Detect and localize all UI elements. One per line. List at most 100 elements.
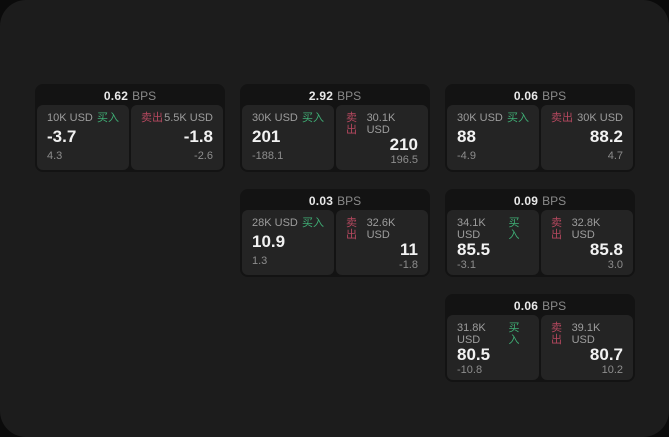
buy-amount: 30K USD (457, 112, 503, 124)
buy-tile-top: 28K USD 买入 (252, 217, 324, 229)
buy-price: 10.9 (252, 232, 286, 252)
buy-price: 88 (457, 127, 476, 147)
sell-tile-top: 卖出 32.8K USD (551, 217, 623, 241)
spread-unit: BPS (542, 193, 567, 208)
buy-tile[interactable]: 34.1K USD 买入 85.5 -3.1 (447, 210, 539, 275)
spread-value: 0.62 (103, 88, 129, 103)
buy-tile[interactable]: 28K USD 买入 10.9 1.3 (242, 210, 334, 275)
buy-tile-top: 31.8K USD 买入 (457, 322, 529, 346)
spread-value: 2.92 (308, 88, 334, 103)
sell-delta: 196.5 (390, 154, 418, 167)
sell-delta: -2.6 (194, 149, 213, 162)
buy-delta: 4.3 (47, 149, 63, 162)
buy-delta: -4.9 (457, 149, 476, 162)
sell-side-label: 卖出 (346, 112, 357, 137)
spread-value: 0.03 (308, 193, 334, 208)
buy-tile-top: 30K USD 买入 (457, 112, 529, 124)
spread-unit: BPS (337, 88, 362, 103)
buy-price: 80.5 (457, 345, 491, 365)
spread-unit: BPS (132, 88, 157, 103)
buy-tile[interactable]: 10K USD 买入 -3.7 4.3 (37, 105, 129, 170)
sell-tile[interactable]: 卖出 30K USD 88.2 4.7 (541, 105, 633, 170)
sell-price: 85.8 (589, 240, 623, 260)
buy-tile[interactable]: 30K USD 买入 88 -4.9 (447, 105, 539, 170)
sell-tile[interactable]: 卖出 5.5K USD -1.8 -2.6 (131, 105, 223, 170)
buy-side-label: 买入 (302, 112, 324, 124)
buy-side-label: 买入 (507, 112, 529, 124)
buy-price: 85.5 (457, 240, 491, 260)
buy-delta: -3.1 (457, 259, 476, 272)
buy-amount: 28K USD (252, 217, 298, 229)
quote-card: 0.09 BPS 34.1K USD 买入 85.5 -3.1 卖出 32.8K… (445, 189, 635, 277)
quote-card: 0.62 BPS 10K USD 买入 -3.7 4.3 卖出 5.5K USD (35, 84, 225, 172)
sell-tile-top: 卖出 30.1K USD (346, 112, 418, 136)
spread-header: 0.06 BPS (447, 86, 633, 105)
spread-header: 2.92 BPS (242, 86, 428, 105)
tiles-row: 34.1K USD 买入 85.5 -3.1 卖出 32.8K USD 85.8… (447, 210, 633, 275)
spread-unit: BPS (542, 298, 567, 313)
sell-delta: 4.7 (607, 149, 623, 162)
quote-card: 2.92 BPS 30K USD 买入 201 -188.1 卖出 30.1K … (240, 84, 430, 172)
spread-value: 0.09 (513, 193, 539, 208)
buy-delta: 1.3 (252, 254, 268, 267)
buy-tile[interactable]: 31.8K USD 买入 80.5 -10.8 (447, 315, 539, 380)
sell-side-label: 卖出 (346, 217, 357, 242)
spread-value: 0.06 (513, 88, 539, 103)
buy-delta: -188.1 (252, 149, 284, 162)
sell-side-label: 卖出 (551, 322, 562, 347)
buy-tile-top: 34.1K USD 买入 (457, 217, 529, 241)
sell-amount: 5.5K USD (164, 112, 213, 124)
sell-tile-top: 卖出 39.1K USD (551, 322, 623, 346)
spread-unit: BPS (337, 193, 362, 208)
quote-card: 0.03 BPS 28K USD 买入 10.9 1.3 卖出 32.6K US… (240, 189, 430, 277)
sell-tile[interactable]: 卖出 32.6K USD 11 -1.8 (336, 210, 428, 275)
sell-price: 88.2 (589, 127, 623, 147)
tiles-row: 31.8K USD 买入 80.5 -10.8 卖出 39.1K USD 80.… (447, 315, 633, 380)
sell-delta: 3.0 (607, 259, 623, 272)
sell-tile[interactable]: 卖出 30.1K USD 210 196.5 (336, 105, 428, 170)
sell-amount: 30.1K USD (366, 112, 396, 137)
buy-amount: 34.1K USD (457, 217, 486, 242)
buy-delta: -10.8 (457, 364, 483, 377)
spread-header: 0.09 BPS (447, 191, 633, 210)
buy-price: -3.7 (47, 127, 77, 147)
sell-side-label: 卖出 (551, 217, 562, 242)
sell-tile[interactable]: 卖出 32.8K USD 85.8 3.0 (541, 210, 633, 275)
buy-tile-top: 10K USD 买入 (47, 112, 119, 124)
sell-tile-top: 卖出 5.5K USD (141, 112, 213, 124)
sell-price: 210 (389, 135, 418, 155)
spread-value: 0.06 (513, 298, 539, 313)
sell-side-label: 卖出 (551, 112, 573, 124)
tiles-row: 30K USD 买入 201 -188.1 卖出 30.1K USD 210 1… (242, 105, 428, 170)
buy-side-label: 买入 (302, 217, 324, 229)
tiles-row: 28K USD 买入 10.9 1.3 卖出 32.6K USD 11 -1.8 (242, 210, 428, 275)
spread-header: 0.62 BPS (37, 86, 223, 105)
buy-tile-top: 30K USD 买入 (252, 112, 324, 124)
sell-amount: 30K USD (577, 112, 623, 124)
sell-tile-top: 卖出 32.6K USD (346, 217, 418, 241)
sell-price: -1.8 (183, 127, 213, 147)
sell-tile-top: 卖出 30K USD (551, 112, 623, 124)
sell-amount: 39.1K USD (571, 322, 601, 347)
buy-amount: 31.8K USD (457, 322, 486, 347)
sell-tile[interactable]: 卖出 39.1K USD 80.7 10.2 (541, 315, 633, 380)
quotes-grid: 0.62 BPS 10K USD 买入 -3.7 4.3 卖出 5.5K USD (35, 84, 635, 382)
spread-unit: BPS (542, 88, 567, 103)
buy-side-label: 买入 (508, 217, 520, 242)
tiles-row: 30K USD 买入 88 -4.9 卖出 30K USD 88.2 4.7 (447, 105, 633, 170)
buy-amount: 10K USD (47, 112, 93, 124)
spread-header: 0.03 BPS (242, 191, 428, 210)
quote-card: 0.06 BPS 31.8K USD 买入 80.5 -10.8 卖出 39.1… (445, 294, 635, 382)
sell-side-label: 卖出 (141, 112, 163, 124)
buy-amount: 30K USD (252, 112, 298, 124)
buy-side-label: 买入 (508, 322, 520, 347)
sell-amount: 32.8K USD (571, 217, 601, 242)
sell-delta: 10.2 (601, 364, 623, 377)
buy-tile[interactable]: 30K USD 买入 201 -188.1 (242, 105, 334, 170)
buy-price: 201 (252, 127, 281, 147)
tiles-row: 10K USD 买入 -3.7 4.3 卖出 5.5K USD -1.8 -2.… (37, 105, 223, 170)
sell-amount: 32.6K USD (366, 217, 396, 242)
sell-price: 80.7 (589, 345, 623, 365)
sell-delta: -1.8 (399, 259, 418, 272)
